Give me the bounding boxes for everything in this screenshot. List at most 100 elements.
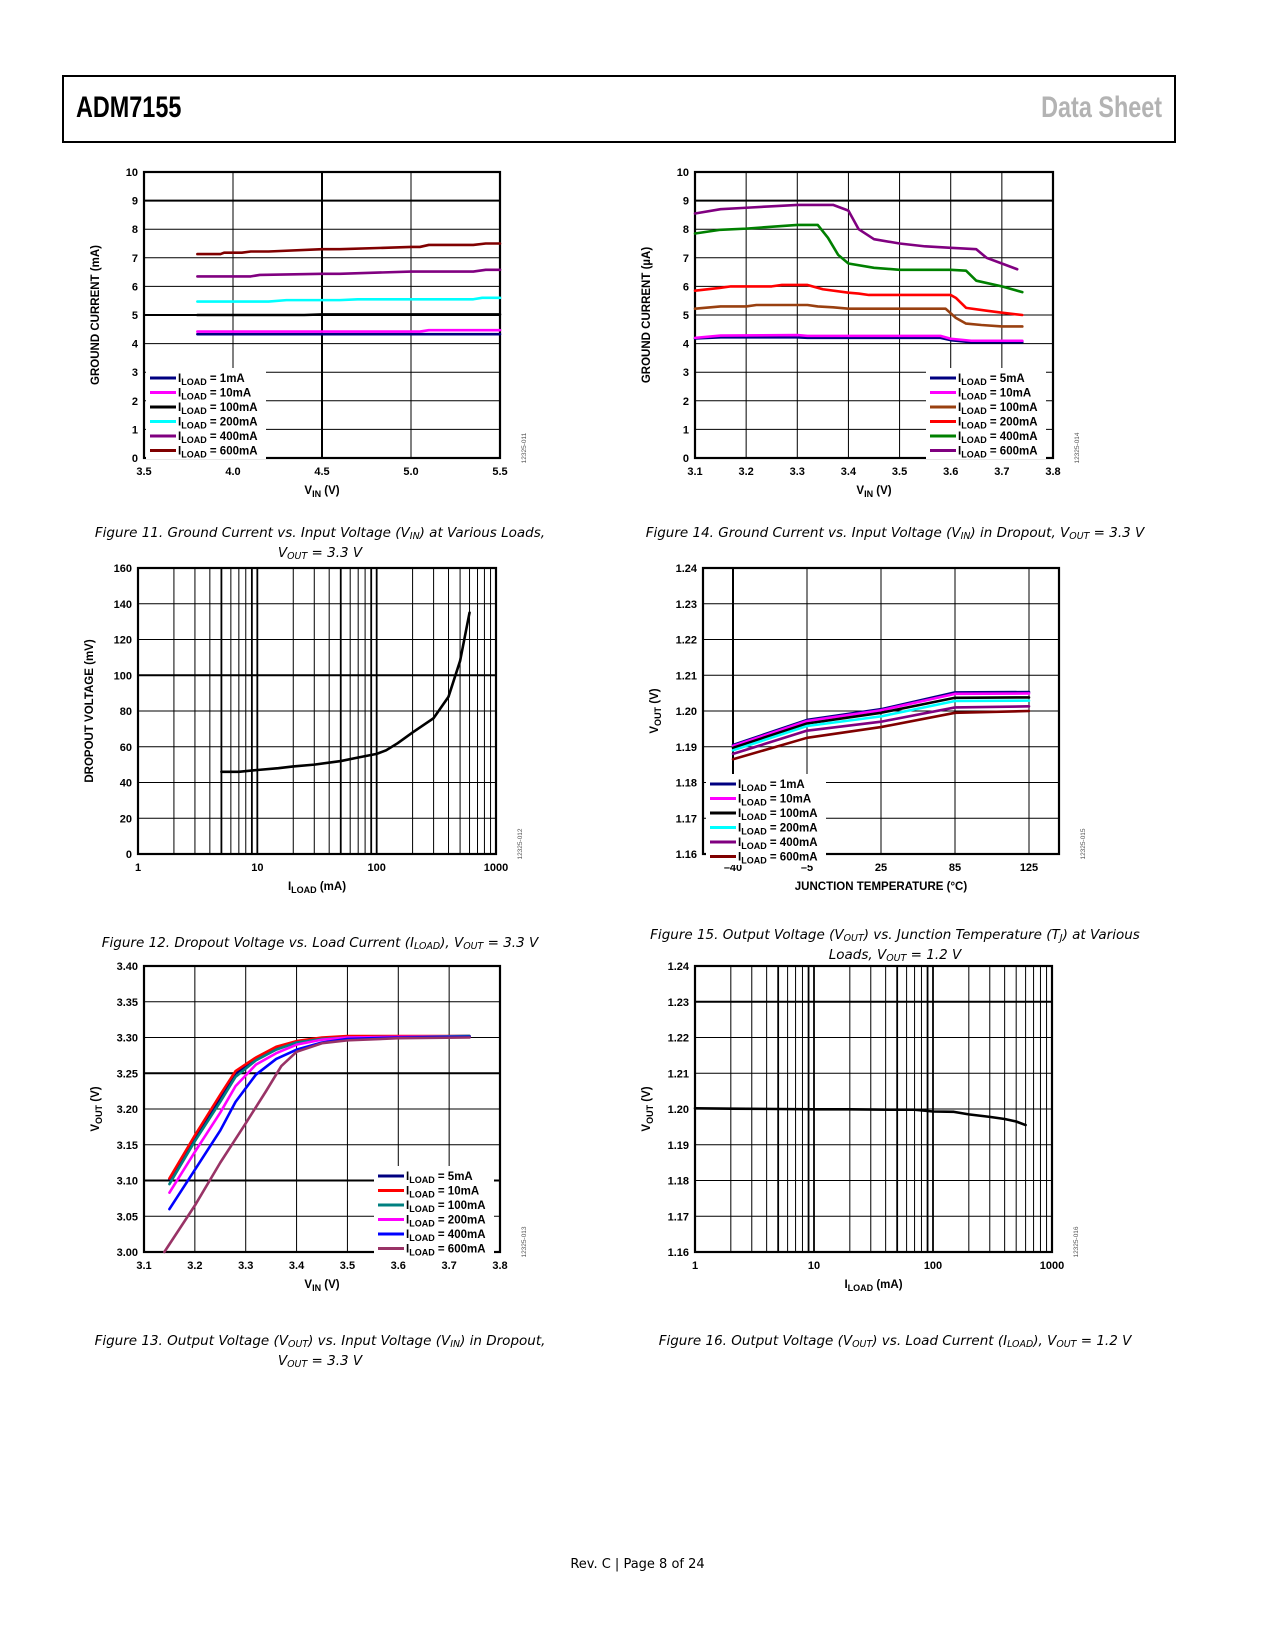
legend-label: ILOAD = 600mA: [178, 446, 258, 460]
x-tick-label: 25: [875, 862, 887, 874]
series-line: [731, 705, 1031, 756]
x-tick-label: 85: [949, 862, 961, 874]
y-tick-label: 9: [132, 196, 138, 208]
y-tick-label: 100: [114, 670, 132, 682]
y-tick-label: 160: [114, 563, 132, 575]
x-axis-label: VIN (V): [304, 485, 339, 499]
legend-label: ILOAD = 200mA: [406, 1215, 486, 1229]
series-line: [168, 1034, 471, 1181]
figure-16-chart: 1.16 1.17 1.18 1.19 1.20 1.21 1.22 1.23 1.24 1 10 1…: [640, 958, 1110, 1298]
legend-label: ILOAD = 100mA: [958, 402, 1038, 416]
plot-frame: [142, 964, 502, 1254]
legend-background: [374, 1166, 494, 1257]
y-tick-label: 3.35: [117, 997, 138, 1009]
y-tick-label: 1.23: [668, 997, 689, 1009]
series-line: [693, 283, 1024, 317]
legend-label: ILOAD = 600mA: [958, 446, 1038, 460]
y-tick-label: 20: [120, 813, 132, 825]
plot-frame: [136, 566, 498, 856]
y-tick-label: 4: [132, 339, 139, 351]
legend-label: ILOAD = 10mA: [958, 388, 1031, 402]
x-tick-label: 3.5: [340, 1260, 355, 1272]
series-line: [693, 203, 1019, 271]
x-axis-label: JUNCTION TEMPERATURE (°C): [795, 881, 968, 893]
y-tick-label: 1.19: [668, 1140, 689, 1152]
x-tick-label: 1: [135, 862, 141, 874]
x-tick-label: 3.7: [994, 466, 1009, 478]
legend-label: ILOAD = 400mA: [958, 431, 1038, 445]
series-line: [731, 709, 1031, 761]
y-tick-label: 3.00: [117, 1247, 138, 1259]
y-tick-label: 1.22: [676, 635, 697, 647]
y-tick-label: 1: [132, 424, 138, 436]
x-tick-label: 10: [251, 862, 263, 874]
y-tick-label: 7: [683, 253, 689, 265]
x-tick-label: 1000: [484, 862, 508, 874]
figure-15-chart: 1.16 1.17 1.18 1.19 1.20 1.21 1.22 1.23 1.24 –40–…: [640, 560, 1110, 900]
legend-label: ILOAD = 10mA: [738, 794, 811, 808]
legend-label: ILOAD = 1mA: [738, 779, 805, 793]
series-line: [731, 699, 1031, 752]
y-tick-label: 0: [132, 453, 138, 465]
figure-13-chart: 3.00 3.05 3.10 3.15 3.20 3.25 3.30 3.35 3.40 3.1 3…: [80, 958, 550, 1298]
figure-14-chart: 0 1 2 3 4 5 6 7 8 9 10 3.1 3.2 3.3 3.4 3.5 3.6 3.7 3.8 ILOA…: [640, 160, 1110, 500]
x-tick-label: 3.2: [738, 466, 753, 478]
figure-12-caption: Figure 12. Dropout Voltage vs. Load Curr…: [101, 935, 539, 952]
fig15-svg: 1.161.171.181.191.201.211.221.231.24–40–…: [649, 563, 1087, 893]
y-tick-label: 3.15: [117, 1140, 138, 1152]
figure-14-caption: Figure 14. Ground Current vs. Input Volt…: [645, 525, 1145, 542]
series-line: [168, 1034, 471, 1186]
y-tick-label: 2: [683, 396, 689, 408]
y-axis-label: GROUND CURRENT (mA): [90, 245, 102, 385]
figure-11-caption: Figure 11. Ground Current vs. Input Volt…: [94, 525, 546, 562]
legend-label: ILOAD = 200mA: [738, 823, 818, 837]
series-line: [196, 313, 502, 317]
y-tick-label: 1.16: [668, 1247, 689, 1259]
y-tick-label: 3.40: [117, 961, 138, 973]
legend-label: ILOAD = 600mA: [406, 1244, 486, 1258]
series-line: [220, 611, 471, 774]
x-tick-label: 3.1: [136, 1260, 151, 1272]
series-line: [196, 296, 502, 303]
legend-label: ILOAD = 400mA: [178, 431, 258, 445]
y-tick-label: 5: [683, 310, 689, 322]
grid: [137, 567, 497, 855]
figure-code: 12325-011: [521, 432, 528, 463]
legend-label: ILOAD = 100mA: [738, 808, 818, 822]
figure-15-caption: Figure 15. Output Voltage (VOUT) vs. Jun…: [650, 927, 1140, 964]
series-line: [196, 328, 502, 333]
legend-label: ILOAD = 100mA: [178, 402, 258, 416]
x-tick-label: 3.7: [441, 1260, 456, 1272]
figure-code: 12325-014: [1074, 432, 1081, 463]
y-tick-label: 3: [132, 367, 138, 379]
y-tick-label: 1: [683, 424, 689, 436]
x-tick-label: 3.3: [790, 466, 805, 478]
y-tick-label: 10: [677, 167, 689, 179]
y-tick-label: 3.05: [117, 1211, 138, 1223]
series-line: [731, 692, 1031, 748]
figure-11-chart: 0 1 2 3 4 5 6 7 8 9 10 3.5 4.0 4.5 5.0 5.5 ILOAD = 1mA IL…: [80, 160, 550, 500]
y-tick-label: 1.22: [668, 1033, 689, 1045]
plot-frame: [701, 566, 1061, 856]
series-line: [693, 336, 1024, 344]
y-tick-label: 1.18: [668, 1176, 689, 1188]
figure-code: 12325-013: [521, 1226, 528, 1257]
y-tick-label: 1.18: [676, 778, 697, 790]
x-tick-label: 3.4: [289, 1260, 305, 1272]
x-tick-label: 3.3: [238, 1260, 253, 1272]
x-tick-label: 1000: [1040, 1260, 1064, 1272]
x-tick-label: 3.5: [892, 466, 907, 478]
x-axis-label: VIN (V): [304, 1279, 339, 1293]
x-tick-label: 5.5: [492, 466, 507, 478]
x-tick-label: 3.8: [492, 1260, 507, 1272]
y-tick-label: 8: [132, 224, 138, 236]
y-axis-label: DROPOUT VOLTAGE (mV): [84, 639, 96, 782]
figure-13-caption: Figure 13. Output Voltage (VOUT) vs. Inp…: [94, 1333, 546, 1370]
legend-background: [146, 368, 266, 459]
series-line: [693, 223, 1024, 294]
y-tick-label: 1.20: [668, 1104, 689, 1116]
x-tick-label: 3.4: [841, 466, 857, 478]
y-axis-label: VOUT (V): [649, 688, 663, 733]
